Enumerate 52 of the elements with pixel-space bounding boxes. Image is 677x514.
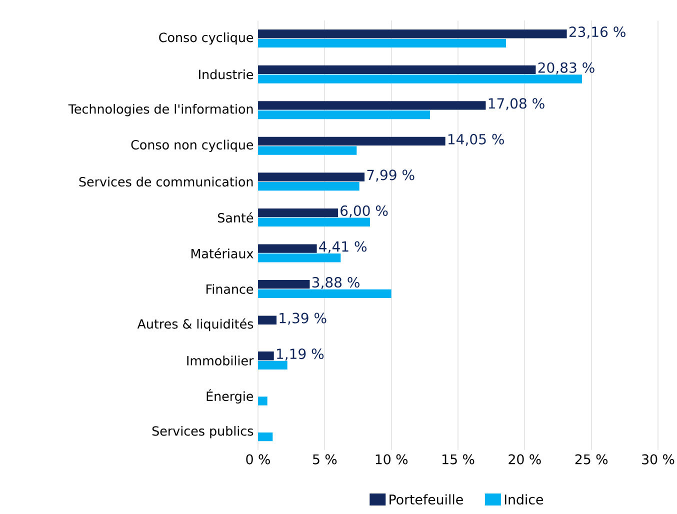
y-tick-label: Immobilier xyxy=(187,356,254,366)
data-label: 20,83 % xyxy=(538,62,594,74)
data-label: 17,08 % xyxy=(488,98,544,110)
data-label: 1,19 % xyxy=(276,348,324,361)
data-label: 23,16 % xyxy=(569,26,626,39)
y-tick-label: Autres & liquidités xyxy=(137,318,254,332)
bar xyxy=(258,352,274,360)
bar xyxy=(258,30,567,38)
data-label: 1,39 % xyxy=(280,312,326,325)
y-tick-label: Matériaux xyxy=(192,248,254,258)
x-tick-label: 20 % xyxy=(508,454,541,464)
y-tick-label: Conso non cyclique xyxy=(131,140,254,152)
bar xyxy=(258,254,341,262)
x-tick-label: 5 % xyxy=(313,454,337,464)
y-tick-label: Industrie xyxy=(199,69,254,80)
bar xyxy=(258,101,486,110)
bar xyxy=(258,65,536,74)
bar xyxy=(258,172,365,182)
data-label: 6,00 % xyxy=(340,205,388,218)
y-tick-label: Services publics xyxy=(152,426,254,438)
y-tick-label: Services de communication xyxy=(79,176,253,187)
y-tick-label: Santé xyxy=(218,212,254,223)
x-tick-label: 15 % xyxy=(442,454,474,464)
bar xyxy=(258,432,273,442)
bar xyxy=(258,316,277,324)
bar xyxy=(258,146,357,155)
bar xyxy=(258,208,338,218)
bar xyxy=(258,38,506,48)
y-tick-label: Technologies de l'information xyxy=(68,104,253,116)
legend-label: Portefeuille xyxy=(390,494,463,505)
legend-label: Indice xyxy=(504,494,544,505)
y-tick-label: Énergie xyxy=(206,389,254,404)
bar xyxy=(258,74,582,84)
x-tick-label: 30 % xyxy=(642,454,674,464)
bar xyxy=(258,360,288,370)
y-tick-label: Finance xyxy=(206,284,254,294)
data-label: 14,05 % xyxy=(448,134,504,146)
data-label: 7,99 % xyxy=(367,170,414,182)
bar xyxy=(258,289,392,298)
x-tick-label: 25 % xyxy=(575,454,608,464)
data-label: 3,88 % xyxy=(312,276,360,290)
x-tick-label: 10 % xyxy=(376,454,408,464)
data-label: 4,41 % xyxy=(319,241,367,254)
bar xyxy=(258,244,317,253)
bar xyxy=(258,280,310,289)
bar xyxy=(258,182,360,191)
bar xyxy=(258,136,446,146)
y-tick-label: Conso cyclique xyxy=(159,32,254,45)
bar xyxy=(258,218,370,226)
x-tick-label: 0 % xyxy=(246,454,270,464)
bar xyxy=(258,110,430,120)
bar xyxy=(258,396,268,406)
